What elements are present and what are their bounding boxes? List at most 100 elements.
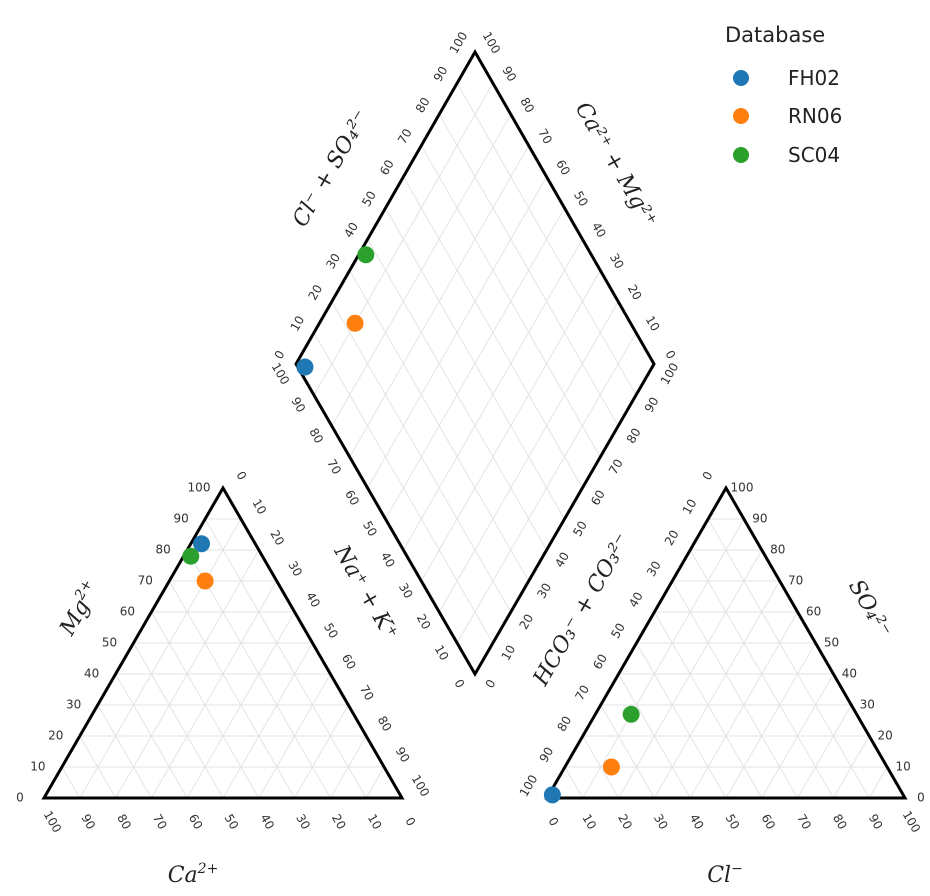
- diamond-ul-tick-label: 30: [323, 251, 343, 271]
- diamond-lr-tick-label: 40: [552, 550, 572, 570]
- anion-right-tick-label: 100: [731, 481, 754, 495]
- cation-bottom-tick-label: 90: [78, 812, 98, 832]
- anion-point-fh02: [543, 786, 561, 804]
- diamond-ul-tick-label: 20: [305, 282, 325, 302]
- cation-bottom-tick-label: 10: [365, 812, 385, 832]
- diamond-ur-tick-label: 60: [553, 157, 573, 177]
- diamond-grid-b: [385, 207, 565, 520]
- diamond-lr-tick-label: 70: [606, 457, 626, 477]
- anion-grid-l: [797, 704, 852, 799]
- cation-bottom-tick-label: 40: [257, 812, 277, 832]
- diamond-point-sc04: [357, 246, 375, 264]
- diamond-ul-tick-label: 90: [431, 64, 451, 84]
- diamond-ur-tick-label: 10: [643, 313, 663, 333]
- diamond-ll-tick-label: 40: [378, 550, 398, 570]
- diamond-ur-tick-label: 20: [625, 282, 645, 302]
- anion-left-tick-label: 40: [626, 590, 646, 610]
- clso4-axis-label: Cl⁻ + SO₄²⁻: [288, 106, 375, 231]
- cation-grid-l: [79, 518, 242, 799]
- anion-bottom-tick-label: 90: [866, 812, 886, 832]
- cation-grid-r: [168, 580, 296, 799]
- anion-grid-l: [653, 580, 781, 799]
- anion-right-tick-label: 10: [895, 760, 910, 774]
- anion-left-tick-label: 50: [608, 621, 628, 641]
- diamond-lr-tick-label: 60: [588, 488, 608, 508]
- anion-grid-r: [671, 580, 799, 799]
- cation-bottom-tick-label: 100: [41, 808, 65, 835]
- legend-marker-fh02: [733, 70, 749, 86]
- diamond-ul-tick-label: 80: [413, 95, 433, 115]
- anion-bottom-tick-label: 40: [687, 812, 707, 832]
- diamond-ur-tick-label: 70: [535, 126, 555, 146]
- cation-left-tick-label: 40: [84, 667, 99, 681]
- cation-right-tick-label: 20: [267, 528, 287, 548]
- cation-right-tick-label: 60: [339, 652, 359, 672]
- cation-bottom-tick-label: 50: [222, 812, 242, 832]
- diamond-grid-b: [456, 332, 637, 644]
- anion-right-tick-label: 20: [878, 729, 893, 743]
- anion-bottom-tick-label: 20: [615, 812, 635, 832]
- diamond-lr-tick-label: 50: [570, 519, 590, 539]
- anion-grid-l: [868, 766, 888, 799]
- cation-point-fh02: [193, 535, 211, 553]
- anion-right-tick-label: 50: [824, 636, 839, 650]
- anion-grid-r: [618, 673, 691, 799]
- anion-grid-l: [761, 673, 834, 799]
- anion-grid-l: [582, 518, 745, 799]
- cation-left-tick-label: 50: [102, 636, 117, 650]
- anion-left-tick-label: 100: [517, 772, 541, 799]
- cation-grid-l: [365, 766, 385, 799]
- anion-grid-l: [725, 642, 816, 799]
- diamond-lr-tick-label: 30: [534, 581, 554, 601]
- legend-label-fh02: FH02: [788, 66, 840, 90]
- anion-left-tick-label: 60: [590, 652, 610, 672]
- anion-left-tick-label: 10: [680, 497, 700, 517]
- diamond-ul-tick-label: 0: [272, 348, 288, 362]
- anion-bottom-tick-label: 0: [545, 815, 561, 829]
- cation-grid-r: [97, 704, 152, 799]
- cation-left-tick-label: 80: [156, 543, 171, 557]
- diamond-ll-tick-label: 10: [432, 643, 452, 663]
- diamond-ul-tick-label: 60: [377, 157, 397, 177]
- anion-right-tick-label: 90: [752, 512, 767, 526]
- anion-grid-l: [832, 735, 870, 799]
- anion-bottom-tick-label: 30: [651, 812, 671, 832]
- diamond-lr-tick-label: 10: [499, 643, 519, 663]
- cation-bottom-tick-label: 30: [293, 812, 313, 832]
- cation-grid-l: [150, 580, 278, 799]
- grid-layer: [61, 82, 888, 799]
- anion-left-tick-label: 0: [700, 469, 716, 483]
- anion-right-tick-label: 0: [917, 791, 925, 805]
- camg-axis-label: Ca²⁺ + Mg²⁺: [570, 98, 662, 232]
- legend-label-rn06: RN06: [788, 104, 842, 128]
- anion-grid-r: [600, 704, 655, 799]
- cation-point-sc04: [182, 547, 200, 565]
- cation-grid-l: [329, 735, 367, 799]
- diamond-lr-tick-label: 20: [516, 612, 536, 632]
- diamond-ur-tick-label: 40: [589, 220, 609, 240]
- diamond-ll-tick-label: 60: [342, 488, 362, 508]
- anion-bottom-tick-label: 70: [794, 812, 814, 832]
- anion-right-tick-label: 30: [860, 698, 875, 712]
- diamond-grid-b: [402, 238, 583, 551]
- diamond-ll-tick-label: 0: [451, 677, 467, 691]
- diamond-ur-tick-label: 80: [517, 95, 537, 115]
- anion-bottom-tick-label: 60: [758, 812, 778, 832]
- anion-grid-r: [564, 766, 584, 799]
- diamond-ul-tick-label: 40: [341, 220, 361, 240]
- cation-right-tick-label: 30: [285, 559, 305, 579]
- cation-right-tick-label: 50: [321, 621, 341, 641]
- cation-grid-l: [258, 673, 331, 799]
- diamond-frame: [294, 48, 656, 677]
- cation-right-tick-label: 80: [375, 714, 395, 734]
- diamond-ll-tick-label: 100: [269, 360, 293, 387]
- diamond-grid-a: [420, 145, 601, 458]
- cation-bottom-tick-label: 20: [329, 812, 349, 832]
- cation-left-tick-label: 90: [173, 512, 188, 526]
- mg-axis-label: Mg2+: [53, 577, 106, 641]
- anion-bottom-tick-label: 100: [900, 808, 924, 835]
- diamond-ul-tick-label: 10: [288, 313, 308, 333]
- diamond-lr-tick-label: 80: [624, 426, 644, 446]
- legend-marker-sc04: [733, 147, 749, 163]
